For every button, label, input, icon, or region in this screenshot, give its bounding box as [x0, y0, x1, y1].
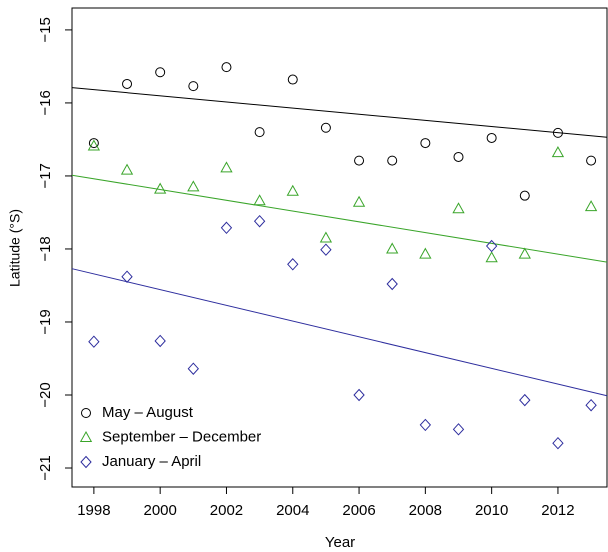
plot-frame	[71, 7, 608, 488]
point	[154, 182, 167, 194]
point	[519, 393, 531, 407]
point	[253, 214, 266, 228]
point	[518, 247, 531, 259]
point	[353, 388, 365, 402]
x-tick-label: 2010	[475, 502, 508, 519]
point	[320, 243, 332, 256]
legend-marker	[79, 430, 93, 442]
x-tick-label: 2006	[342, 502, 375, 519]
point	[88, 335, 100, 348]
point	[551, 146, 565, 158]
point	[220, 161, 233, 173]
y-axis-title: Latitude (°S)	[7, 209, 23, 287]
x-axis-title: Year	[325, 534, 355, 551]
point	[253, 194, 266, 206]
point	[584, 200, 598, 212]
legend-label: September – December	[102, 428, 261, 445]
point	[452, 423, 465, 436]
point	[452, 202, 465, 214]
point	[485, 251, 498, 263]
point	[319, 231, 333, 243]
point	[188, 81, 199, 92]
point	[121, 270, 133, 283]
point	[287, 258, 299, 271]
point	[419, 247, 432, 259]
point	[187, 180, 200, 192]
x-tick-label: 2012	[541, 502, 574, 519]
y-tick-label: −19	[37, 309, 54, 334]
point	[88, 138, 99, 149]
point	[221, 62, 232, 73]
y-tick-label: −15	[37, 17, 54, 42]
point	[585, 398, 597, 412]
legend-marker	[80, 455, 92, 469]
point	[453, 151, 464, 162]
point	[420, 138, 431, 149]
point	[354, 155, 365, 166]
y-tick-label: −18	[37, 236, 54, 261]
y-tick-label: −21	[37, 455, 54, 480]
x-tick-label: 2002	[210, 502, 243, 519]
trend-line	[71, 174, 608, 263]
legend-marker	[81, 408, 91, 418]
point	[220, 221, 233, 235]
point	[386, 242, 399, 254]
point	[586, 155, 597, 166]
legend-label: May – August	[102, 404, 194, 421]
point	[486, 132, 497, 143]
point	[287, 74, 298, 85]
point	[552, 127, 563, 138]
point	[122, 78, 133, 89]
trend-line	[71, 268, 608, 397]
point	[286, 184, 299, 196]
x-tick-label: 2000	[143, 502, 176, 519]
point	[187, 362, 199, 375]
point	[154, 334, 166, 348]
point	[254, 127, 265, 138]
point	[386, 277, 398, 291]
x-tick-label: 1998	[77, 502, 110, 519]
x-tick-label: 2008	[409, 502, 442, 519]
point	[485, 239, 498, 253]
point	[87, 139, 101, 151]
point	[519, 190, 530, 201]
point	[352, 195, 366, 207]
y-tick-label: −20	[37, 382, 54, 407]
point	[419, 418, 432, 432]
point	[387, 155, 398, 166]
point	[320, 122, 331, 133]
legend-label: January – April	[102, 453, 201, 470]
point	[120, 163, 134, 175]
y-tick-label: −16	[37, 90, 54, 115]
trend-line	[71, 87, 608, 138]
x-tick-label: 2004	[276, 502, 309, 519]
point	[552, 436, 564, 450]
point	[155, 67, 166, 78]
y-tick-label: −17	[37, 163, 54, 188]
